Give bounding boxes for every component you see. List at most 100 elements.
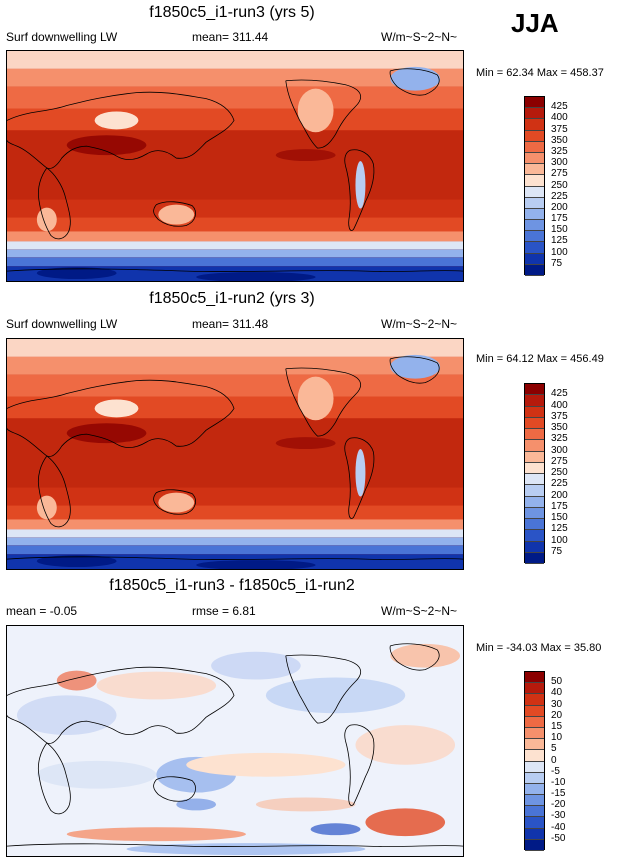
- panel-3-map: [6, 625, 464, 857]
- colorbar-tick-label: -30: [551, 810, 566, 822]
- colorbar-tick-label: 175: [551, 500, 568, 512]
- panel-3-rmse: rmse = 6.81: [192, 604, 256, 618]
- colorbar-segment: [525, 795, 544, 807]
- colorbar-tick-label: 20: [551, 709, 563, 721]
- colorbar-segment: [525, 727, 544, 740]
- panel-3-mean: mean = -0.05: [6, 604, 78, 618]
- panel-2-title: f1850c5_i1-run2 (yrs 3): [149, 290, 315, 307]
- colorbar-segment: [525, 164, 544, 176]
- colorbar-tick-label: 425: [551, 388, 568, 400]
- colorbar-tick-label: 100: [551, 246, 568, 258]
- colorbar-segment: [525, 130, 544, 142]
- colorbar-tick-label: 5: [551, 743, 557, 755]
- colorbar-segment: [525, 395, 544, 407]
- colorbar-tick-label: -10: [551, 776, 566, 788]
- colorbar-tick-label: 200: [551, 201, 568, 213]
- colorbar-tick-label: 125: [551, 235, 568, 247]
- season-label: JJA: [511, 8, 559, 38]
- colorbar-segment: [525, 683, 544, 695]
- colorbar-segment: [525, 264, 544, 276]
- colorbar-tick-label: 250: [551, 179, 568, 191]
- colorbar-segment: [525, 806, 544, 818]
- colorbar-tick-label: 15: [551, 720, 563, 732]
- colorbar-segment: [525, 507, 544, 519]
- colorbar-tick-label: 300: [551, 444, 568, 456]
- colorbar-segment: [525, 772, 544, 784]
- panel-2-minmax: Min = 64.12 Max = 456.49: [476, 353, 604, 365]
- colorbar-segment: [525, 485, 544, 497]
- panel-1-colorbar: [524, 96, 545, 276]
- panel-3-colorbar: [524, 671, 545, 851]
- colorbar-tick-label: 350: [551, 422, 568, 433]
- colorbar-segment: [525, 817, 544, 829]
- colorbar-segment: [525, 119, 544, 131]
- colorbar-segment: [525, 384, 544, 396]
- panel-2-colorbar: [524, 383, 545, 564]
- colorbar-segment: [525, 197, 544, 209]
- colorbar-segment: [525, 552, 544, 564]
- colorbar-segment: [525, 220, 544, 232]
- colorbar-tick-label: 40: [551, 687, 563, 699]
- colorbar-tick-label: 200: [551, 489, 568, 501]
- colorbar-segment: [525, 208, 544, 221]
- colorbar-tick-label: 325: [551, 433, 568, 445]
- colorbar-tick-label: 75: [551, 257, 563, 269]
- colorbar-tick-label: 350: [551, 134, 568, 146]
- colorbar-tick-label: 125: [551, 523, 568, 535]
- colorbar-segment: [525, 186, 544, 198]
- colorbar-tick-label: 100: [551, 534, 568, 546]
- colorbar-segment: [525, 108, 544, 120]
- colorbar-segment: [525, 694, 544, 706]
- colorbar-segment: [525, 440, 544, 452]
- panel-1-mean: mean= 311.44: [192, 30, 269, 44]
- colorbar-segment: [525, 519, 544, 531]
- colorbar-segment: [525, 750, 544, 762]
- panel-3-minmax: Min = -34.03 Max = 35.80: [476, 642, 602, 654]
- colorbar-tick-label: 400: [551, 112, 568, 124]
- colorbar-tick-label: 175: [551, 213, 568, 225]
- colorbar-tick-label: -50: [551, 832, 566, 844]
- colorbar-segment: [525, 417, 544, 429]
- colorbar-tick-label: 75: [551, 545, 563, 557]
- colorbar-segment: [525, 462, 544, 474]
- colorbar-segment: [525, 451, 544, 463]
- colorbar-tick-label: -40: [551, 821, 566, 833]
- colorbar-tick-label: -5: [551, 765, 560, 777]
- colorbar-segment: [525, 429, 544, 441]
- panel-1-field-label: Surf downwelling LW: [6, 30, 118, 44]
- colorbar-segment: [525, 828, 544, 840]
- colorbar-tick-label: 150: [551, 512, 568, 523]
- colorbar-segment: [525, 530, 544, 542]
- colorbar-tick-label: -20: [551, 799, 566, 811]
- colorbar-tick-label: 275: [551, 455, 568, 467]
- colorbar-segment: [525, 716, 544, 728]
- colorbar-tick-label: 250: [551, 467, 568, 478]
- colorbar-tick-label: 150: [551, 224, 568, 236]
- panel-1-units: W/m~S~2~N~: [381, 30, 458, 44]
- colorbar-segment: [525, 97, 544, 109]
- colorbar-tick-label: 400: [551, 399, 568, 411]
- colorbar-tick-label: 0: [551, 754, 557, 766]
- colorbar-segment: [525, 242, 544, 254]
- colorbar-tick-label: 325: [551, 145, 568, 157]
- colorbar-segment: [525, 839, 544, 851]
- colorbar-tick-label: 375: [551, 410, 568, 422]
- colorbar-tick-label: 375: [551, 123, 568, 135]
- panel-2-map: [6, 338, 464, 570]
- colorbar-segment: [525, 175, 544, 187]
- colorbar-segment: [525, 705, 544, 717]
- colorbar-tick-label: 275: [551, 168, 568, 180]
- colorbar-tick-label: 300: [551, 157, 568, 169]
- colorbar-segment: [525, 672, 544, 684]
- colorbar-tick-label: 225: [551, 190, 568, 202]
- colorbar-tick-label: 10: [551, 732, 563, 744]
- colorbar-segment: [525, 152, 544, 165]
- colorbar-tick-label: 425: [551, 101, 568, 113]
- colorbar-segment: [525, 141, 544, 153]
- colorbar-tick-label: -15: [551, 788, 566, 800]
- colorbar-segment: [525, 739, 544, 751]
- panel-1-minmax: Min = 62.34 Max = 458.37: [476, 67, 604, 79]
- colorbar-segment: [525, 541, 544, 553]
- colorbar-segment: [525, 496, 544, 508]
- panel-2-units: W/m~S~2~N~: [381, 317, 458, 331]
